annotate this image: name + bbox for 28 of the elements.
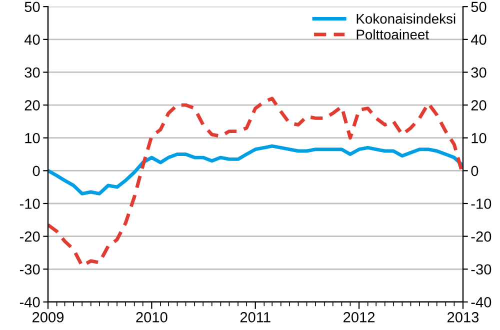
x-tick-label: 2012 <box>344 312 375 322</box>
y2-tick-label: -20 <box>471 231 492 242</box>
y-tick-label: -20 <box>20 231 40 242</box>
y-tick-label: 40 <box>24 34 40 45</box>
x-tick-label: 2013 <box>448 312 479 322</box>
y2-tick-label: -10 <box>471 198 492 209</box>
line-series <box>48 144 463 196</box>
y-tick-label: 50 <box>24 2 40 12</box>
y2-tick-label: -40 <box>471 297 492 308</box>
y-tick-label: 10 <box>25 132 40 144</box>
x-tick-label: 2010 <box>136 312 168 322</box>
y-tick-label: -30 <box>20 264 40 275</box>
y-tick-label: -40 <box>20 297 40 308</box>
legend-label: Polttoaineet <box>356 29 429 40</box>
y2-tick-label: 30 <box>471 67 486 78</box>
y2-tick-label: 40 <box>470 34 486 45</box>
legend-label: Kokonaisindeksi <box>356 14 456 24</box>
y-tick-label: 20 <box>24 100 40 110</box>
y2-tick-label: 50 <box>471 2 486 12</box>
y-tick-label: 0 <box>32 166 40 176</box>
x-tick-label: 2011 <box>240 312 270 322</box>
y-tick-label: 30 <box>24 67 40 78</box>
y2-tick-label: 20 <box>471 100 486 110</box>
y2-tick-label: 0 <box>471 166 478 176</box>
y-tick-label: -10 <box>20 198 40 209</box>
y2-tick-label: -30 <box>471 264 492 275</box>
x-tick-label: 2009 <box>32 312 64 322</box>
y2-tick-label: 10 <box>472 132 486 144</box>
